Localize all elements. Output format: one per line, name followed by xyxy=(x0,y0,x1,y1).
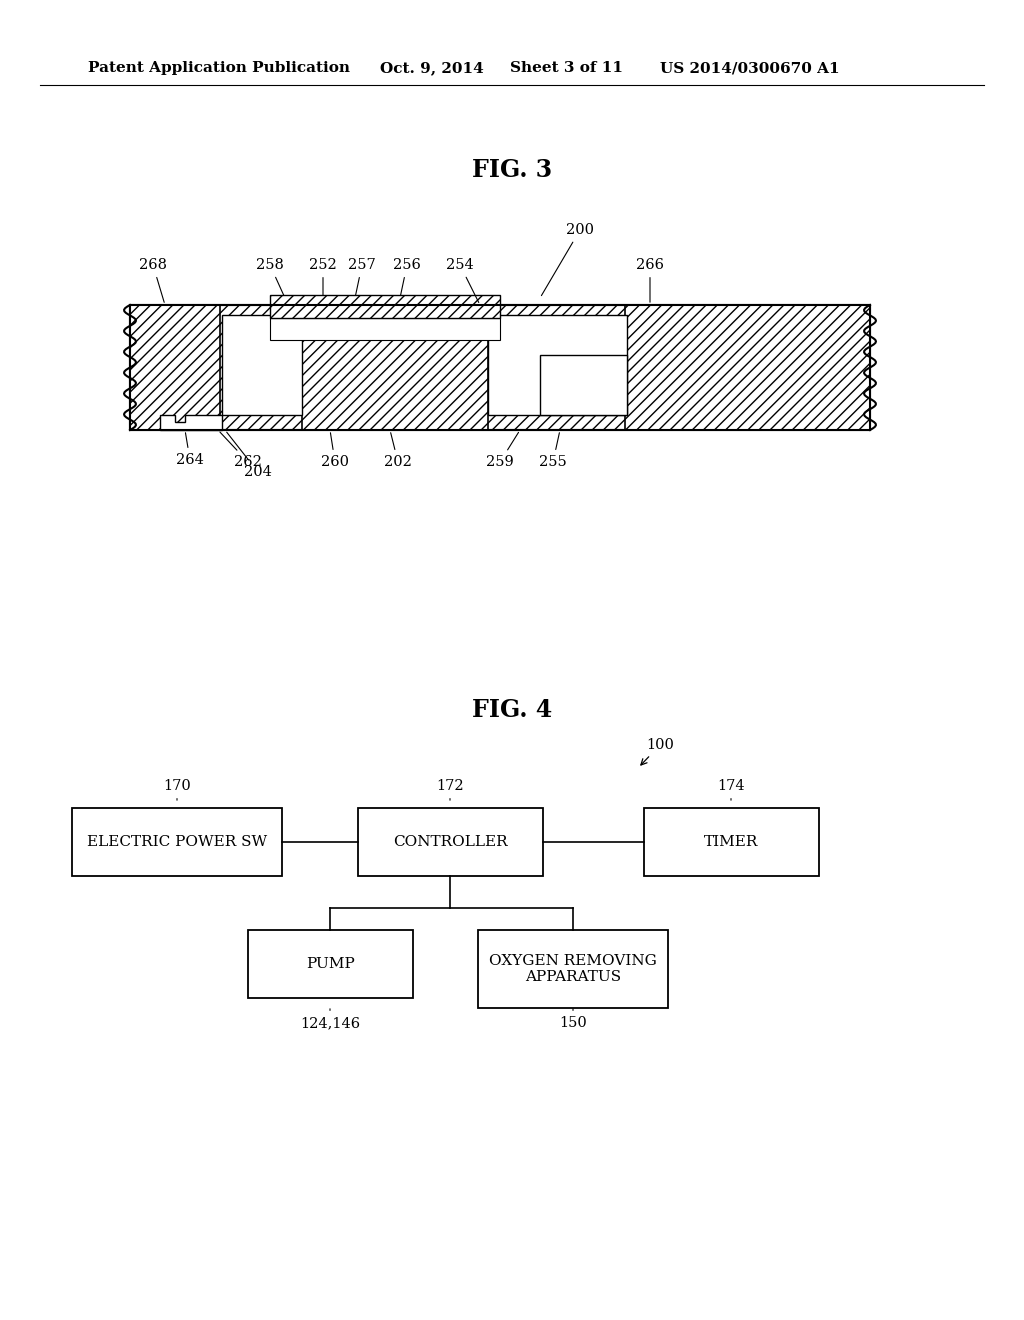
Text: 264: 264 xyxy=(176,433,204,467)
Polygon shape xyxy=(540,355,627,414)
Bar xyxy=(130,305,870,430)
Text: Sheet 3 of 11: Sheet 3 of 11 xyxy=(510,61,623,75)
Bar xyxy=(222,315,302,414)
Text: ELECTRIC POWER SW: ELECTRIC POWER SW xyxy=(87,836,267,849)
Text: 170: 170 xyxy=(163,779,190,800)
Bar xyxy=(478,931,668,1008)
Text: 200: 200 xyxy=(542,223,594,296)
Text: 256: 256 xyxy=(393,257,421,296)
Text: Patent Application Publication: Patent Application Publication xyxy=(88,61,350,75)
Text: 262: 262 xyxy=(220,432,262,469)
Text: 266: 266 xyxy=(636,257,664,302)
Text: PUMP: PUMP xyxy=(306,957,355,972)
Bar xyxy=(302,305,488,430)
Text: OXYGEN REMOVING
APPARATUS: OXYGEN REMOVING APPARATUS xyxy=(489,954,657,985)
Bar xyxy=(130,305,220,430)
Text: 204: 204 xyxy=(226,432,272,479)
Text: 254: 254 xyxy=(446,257,479,302)
Text: 258: 258 xyxy=(256,257,284,296)
Polygon shape xyxy=(160,414,222,430)
Text: FIG. 3: FIG. 3 xyxy=(472,158,552,182)
Bar xyxy=(248,931,413,998)
Text: 259: 259 xyxy=(486,433,518,469)
Bar xyxy=(270,318,500,341)
Polygon shape xyxy=(488,315,627,414)
Bar xyxy=(488,315,627,414)
Text: 255: 255 xyxy=(539,433,567,469)
Text: 268: 268 xyxy=(139,257,167,302)
Bar xyxy=(130,305,870,430)
Text: 100: 100 xyxy=(641,738,674,766)
Text: 257: 257 xyxy=(348,257,376,296)
Polygon shape xyxy=(222,315,302,414)
Bar xyxy=(644,808,819,876)
Text: TIMER: TIMER xyxy=(705,836,759,849)
Text: 260: 260 xyxy=(321,433,349,469)
Text: 202: 202 xyxy=(384,433,412,469)
Text: 150: 150 xyxy=(559,1008,587,1030)
Text: 124,146: 124,146 xyxy=(300,1008,360,1030)
Text: Oct. 9, 2014: Oct. 9, 2014 xyxy=(380,61,483,75)
Text: 172: 172 xyxy=(436,779,464,800)
Bar xyxy=(72,808,282,876)
Text: 252: 252 xyxy=(309,257,337,296)
Text: CONTROLLER: CONTROLLER xyxy=(393,836,508,849)
Polygon shape xyxy=(270,318,500,341)
Bar xyxy=(358,808,543,876)
Text: FIG. 4: FIG. 4 xyxy=(472,698,552,722)
Bar xyxy=(625,305,870,430)
Bar xyxy=(540,355,627,414)
Text: US 2014/0300670 A1: US 2014/0300670 A1 xyxy=(660,61,840,75)
Text: 174: 174 xyxy=(717,779,744,800)
Bar xyxy=(270,294,500,318)
